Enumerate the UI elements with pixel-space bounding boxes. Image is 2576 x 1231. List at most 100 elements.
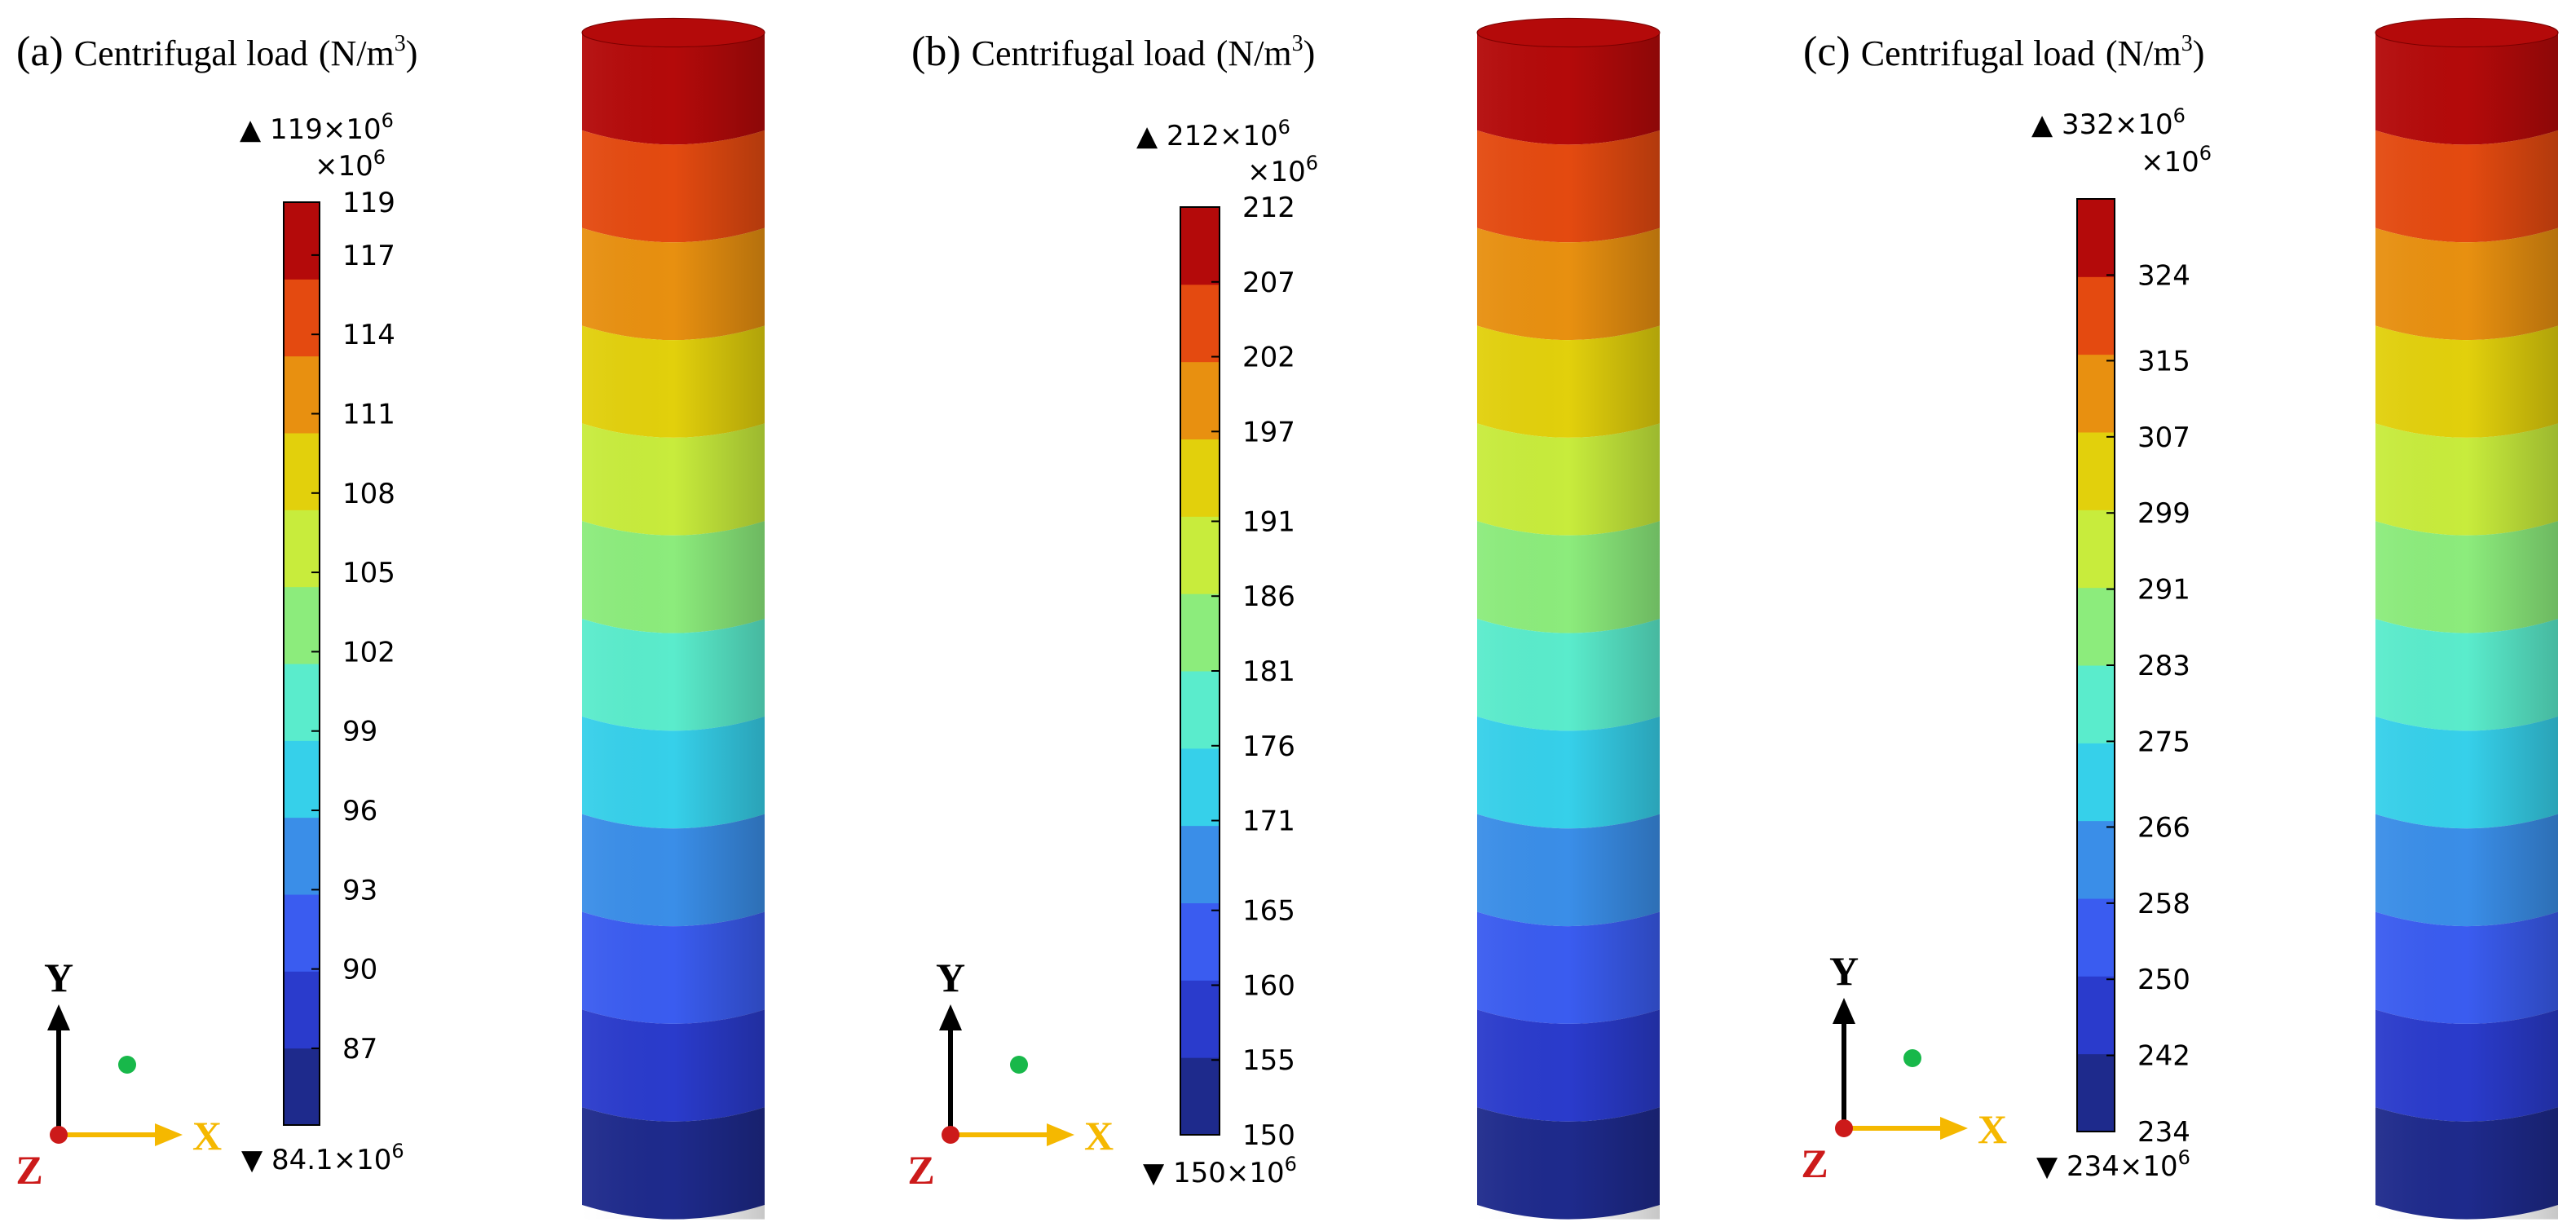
colorbar-tick-label: 117 (342, 240, 395, 272)
title-unit-close: ) (1303, 33, 1316, 73)
min-value-label-exp: 6 (391, 1140, 404, 1163)
colorbar-tick-label: 90 (342, 954, 377, 986)
colorbar-tick-label: 258 (2137, 888, 2190, 920)
x-arrowhead (155, 1123, 183, 1146)
title-text: Centrifugal load (972, 33, 1206, 73)
colorbar-tick-label: 207 (1242, 267, 1295, 299)
colorbar-band (2077, 587, 2115, 666)
panel-title: (b) Centrifugal load (N/m3) (911, 29, 1315, 75)
colorbar: 212 207 202 197 191 186 181 176 171 165 160 155 150 (1180, 192, 1295, 1152)
colorbar-band (1180, 207, 1220, 285)
colorbar-band (284, 817, 320, 895)
cylinder-top-cap (1476, 17, 1661, 48)
title-space (1206, 29, 1216, 75)
colorbar-band (1180, 1057, 1220, 1136)
colorbar-tick-label: 93 (342, 874, 377, 907)
x-arrowhead (1047, 1123, 1074, 1146)
colorbar-tick-label: 242 (2137, 1040, 2190, 1073)
colorbar-tick-label: 181 (1242, 655, 1295, 688)
colorbar-band (2077, 199, 2115, 277)
title-unit: (N/m (1216, 33, 1292, 73)
colorbar-band (284, 1048, 320, 1126)
green-marker-dot (1010, 1056, 1028, 1074)
max-value-label-base: ▲ 212×10 (1136, 120, 1278, 152)
y-axis-label: Y (44, 955, 73, 1000)
max-value-label: ▲ 119×106 (240, 109, 394, 146)
panel-title: (a) Centrifugal load (N/m3) (16, 29, 417, 75)
colorbar-band (284, 971, 320, 1049)
multiplier-label-base: ×10 (315, 150, 373, 183)
panel-title: (c) Centrifugal load (N/m3) (1803, 29, 2204, 75)
colorbar-tick-label: 266 (2137, 811, 2190, 844)
axis-triad: Y X Z (15, 955, 222, 1193)
y-arrowhead (47, 1004, 70, 1030)
multiplier-label: ×106 (1247, 152, 1318, 188)
title-space (961, 29, 972, 75)
colorbar-band (1180, 671, 1220, 749)
green-marker-dot (118, 1056, 136, 1074)
cylinder (1476, 17, 1661, 1220)
multiplier-label-base: ×10 (1247, 156, 1306, 188)
colorbar-band (1180, 748, 1220, 827)
multiplier-label-base: ×10 (2141, 146, 2199, 179)
max-value-label-base: ▲ 119×10 (240, 113, 382, 146)
colorbar-band (2077, 510, 2115, 589)
colorbar-band (284, 894, 320, 972)
colorbar-band (2077, 354, 2115, 433)
colorbar-tick-label: 108 (342, 478, 395, 510)
colorbar-band (1180, 825, 1220, 903)
colorbar-band (2077, 276, 2115, 355)
max-value-label-exp: 6 (382, 109, 394, 132)
colorbar-tick-label: 212 (1242, 192, 1295, 224)
x-arrowhead (1940, 1117, 1968, 1140)
colorbar-tick-label: 105 (342, 557, 395, 589)
colorbar-tick-label: 119 (342, 187, 395, 219)
multiplier-label-exp: 6 (373, 146, 386, 169)
title-unit-exp: 3 (395, 31, 406, 56)
y-axis-label: Y (936, 955, 965, 1000)
colorbar-band (2077, 432, 2115, 510)
colorbar-band (2077, 976, 2115, 1055)
colorbar-tick-label: 155 (1242, 1044, 1295, 1077)
colorbar-band (1180, 284, 1220, 363)
multiplier-label-exp: 6 (2199, 142, 2212, 165)
colorbar-tick-label: 111 (342, 398, 395, 430)
panel-b: (b) Centrifugal load (N/m3) 212 207 202 197 1… (907, 17, 1661, 1220)
colorbar-band (1180, 361, 1220, 439)
cylinder (2375, 17, 2559, 1220)
panel-c: (c) Centrifugal load (N/m3) 324 315 307 299 2… (1801, 17, 2559, 1220)
colorbar-tick-label: 291 (2137, 574, 2190, 607)
colorbar-tick-label: 197 (1242, 416, 1295, 448)
colorbar-tick-label: 165 (1242, 895, 1295, 928)
colorbar-band (1180, 439, 1220, 517)
colorbar-tick-label: 171 (1242, 805, 1295, 838)
x-axis-label: X (1084, 1113, 1114, 1158)
colorbar-tick-label: 191 (1242, 505, 1295, 538)
colorbar-tick-label: 324 (2137, 259, 2190, 292)
colorbar-band (2077, 665, 2115, 743)
z-axis-label: Z (907, 1147, 934, 1193)
colorbar-tick-label: 315 (2137, 345, 2190, 377)
colorbar-band (284, 433, 320, 510)
cylinder-shading (582, 33, 765, 1220)
max-value-label-exp: 6 (2173, 104, 2186, 127)
colorbar-band (1180, 980, 1220, 1058)
colorbar-tick-label: 96 (342, 795, 377, 827)
colorbar-band (284, 355, 320, 434)
colorbar-tick-label: 150 (1242, 1119, 1295, 1152)
title-space (1850, 29, 1861, 75)
colorbar-tick-label: 202 (1242, 342, 1295, 374)
min-value-label: ▼ 234×106 (2036, 1146, 2190, 1183)
green-marker-dot (1903, 1049, 1921, 1067)
colorbar: 119 117 114 111 108 105 102 99 96 93 90 87 (283, 187, 395, 1126)
title-unit-exp: 3 (1292, 31, 1303, 56)
z-axis-label: Z (15, 1147, 42, 1193)
colorbar-band (284, 202, 320, 280)
origin-dot (942, 1126, 959, 1144)
colorbar-frame (283, 201, 320, 1126)
x-axis-label: X (1978, 1106, 2007, 1152)
colorbar-tick-label: 99 (342, 716, 377, 748)
colorbar-tick-label: 186 (1242, 580, 1295, 613)
min-value-label-exp: 6 (2178, 1146, 2190, 1169)
